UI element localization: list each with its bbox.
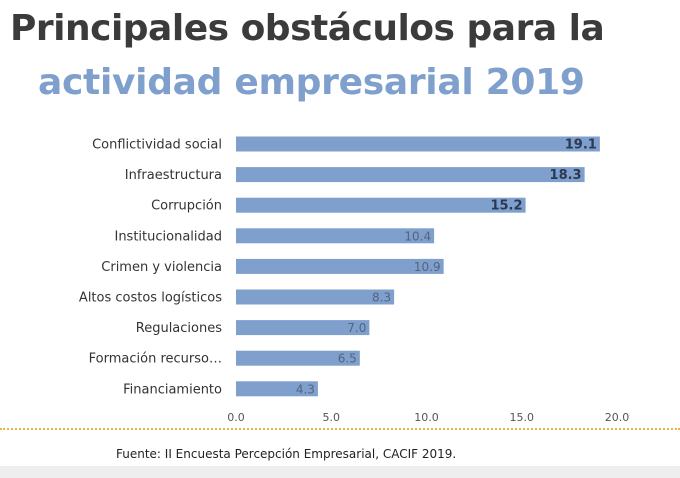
title-line-1: Principales obstáculos para la: [10, 8, 604, 49]
bar: [236, 167, 585, 182]
data-label: 8.3: [372, 291, 391, 305]
data-label: 7.0: [347, 321, 366, 335]
bar: [236, 290, 394, 305]
data-label: 10.4: [404, 229, 431, 243]
data-label: 19.1: [565, 138, 597, 153]
bar-chart: Conflictividad social 19.1 Infraestructura…: [0, 120, 680, 425]
x-tick-label: 0.0: [227, 411, 245, 424]
data-label: 4.3: [296, 382, 315, 396]
data-label: 18.3: [550, 168, 582, 183]
bar: [236, 259, 444, 274]
data-label: 10.9: [414, 260, 441, 274]
category-label: Conflictividad social: [92, 138, 222, 153]
x-tick-label: 20.0: [605, 411, 630, 424]
x-tick-label: 15.0: [510, 411, 535, 424]
category-label: Altos costos logísticos: [79, 291, 222, 306]
category-label: Institucionalidad: [114, 229, 222, 244]
data-label: 15.2: [490, 199, 522, 214]
source-note: Fuente: II Encuesta Percepción Empresari…: [116, 447, 456, 461]
x-tick-label: 10.0: [414, 411, 439, 424]
category-label: Crimen y violencia: [101, 260, 222, 275]
x-tick-label: 5.0: [323, 411, 341, 424]
dotted-divider: [0, 428, 680, 430]
data-label: 6.5: [338, 352, 357, 366]
bar: [236, 137, 600, 152]
title-line-2: actividad empresarial 2019: [38, 62, 585, 103]
category-label: Regulaciones: [136, 321, 222, 336]
category-label: Infraestructura: [125, 168, 222, 183]
category-label: Financiamiento: [123, 382, 222, 397]
bar: [236, 198, 526, 213]
bottom-band: [0, 466, 680, 478]
category-label: Formación recurso…: [89, 352, 222, 367]
category-label: Corrupción: [151, 199, 222, 214]
